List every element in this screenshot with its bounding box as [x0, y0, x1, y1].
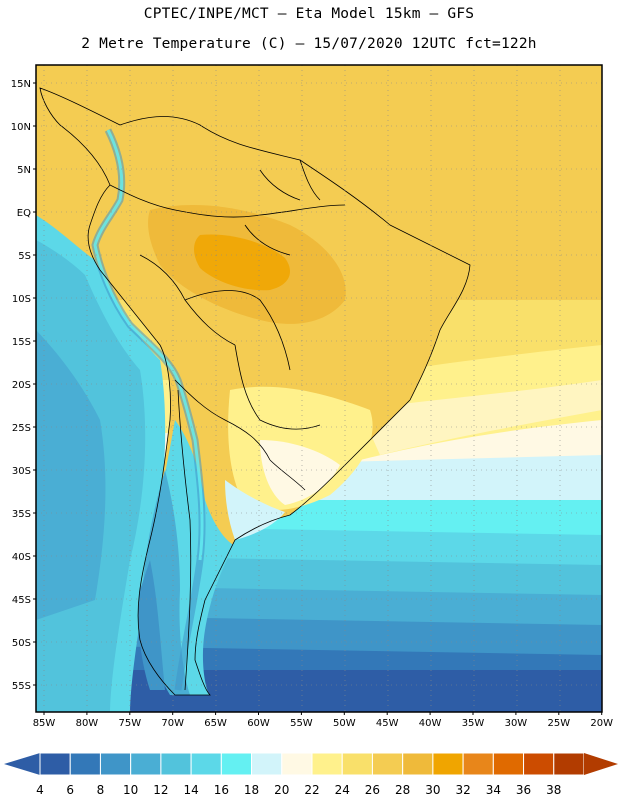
lat-label: 55S	[12, 681, 31, 692]
lat-label: 15N	[11, 79, 31, 90]
colorbar-label: 26	[365, 783, 380, 797]
lat-label: 15S	[12, 337, 31, 348]
lat-label: EQ	[17, 208, 31, 219]
lon-label: 65W	[204, 718, 227, 729]
colorbar-box	[553, 752, 585, 776]
lon-label: 55W	[290, 718, 313, 729]
colorbar-box	[523, 752, 555, 776]
colorbar-box	[492, 752, 525, 776]
lon-label: 30W	[505, 718, 528, 729]
colorbar-high-arrow	[584, 753, 618, 775]
lon-label: 35W	[462, 718, 485, 729]
lat-label: 45S	[12, 595, 31, 606]
colorbar-box	[220, 752, 253, 776]
lon-label: 80W	[76, 718, 99, 729]
lat-label: 10N	[11, 122, 31, 133]
colorbar-label: 20	[274, 783, 289, 797]
lat-label: 50S	[12, 638, 31, 649]
colorbar-box	[160, 752, 192, 776]
lat-label: 40S	[12, 552, 31, 563]
colorbar: 4 6 8 10 12 14 16 18 20 22 24 26 28 30 32 34 36 38	[4, 752, 618, 797]
colorbar-label: 4	[36, 783, 44, 797]
colorbar-label: 28	[395, 783, 410, 797]
colorbar-boxes	[39, 752, 585, 776]
lat-label: 10S	[12, 294, 31, 305]
lon-label: 75W	[118, 718, 141, 729]
colorbar-label: 10	[123, 783, 138, 797]
country-borders	[39, 87, 471, 696]
lat-label: 20S	[12, 380, 31, 391]
lon-label: 70W	[161, 718, 184, 729]
colorbar-label: 38	[546, 783, 561, 797]
lon-label: 25W	[547, 718, 570, 729]
colorbar-box	[281, 752, 313, 776]
lat-label: 5N	[17, 165, 31, 176]
map-title: CPTEC/INPE/MCT — Eta Model 15km — GFS	[143, 6, 475, 22]
lon-label: 85W	[33, 718, 56, 729]
colorbar-labels: 4 6 8 10 12 14 16 18 20 22 24 26 28 30 32 34 36 38	[36, 783, 561, 797]
colorbar-box	[311, 752, 343, 776]
colorbar-box	[39, 752, 71, 776]
colorbar-label: 34	[486, 783, 501, 797]
lat-label: 5S	[18, 251, 31, 262]
colorbar-box	[402, 752, 434, 776]
lon-label: 45W	[376, 718, 399, 729]
lon-label: 50W	[333, 718, 356, 729]
colorbar-box	[130, 752, 162, 776]
temperature-map: 15N 10N 5N EQ 5S 10S 15S 20S 25S 30S 35S 40S 45S 50S 5…	[11, 64, 613, 729]
colorbar-box	[69, 752, 101, 776]
lat-label: 25S	[12, 423, 31, 434]
colorbar-label: 30	[425, 783, 440, 797]
lat-label: 30S	[12, 466, 31, 477]
colorbar-box	[432, 752, 464, 776]
colorbar-label: 14	[183, 783, 198, 797]
longitude-axis: 85W 80W 75W 70W 65W 60W 55W 50W 45W 40W 35W 30W 25W 2…	[33, 712, 613, 729]
colorbar-label: 8	[97, 783, 105, 797]
colorbar-box	[251, 752, 283, 776]
map-frame	[35, 64, 603, 713]
colorbar-label: 36	[516, 783, 531, 797]
map-subtitle: 2 Metre Temperature (C) — 15/07/2020 12U…	[81, 36, 537, 52]
colorbar-label: 18	[244, 783, 259, 797]
lon-label: 40W	[419, 718, 442, 729]
colorbar-label: 22	[304, 783, 319, 797]
colorbar-label: 32	[455, 783, 470, 797]
lat-label: 35S	[12, 509, 31, 520]
latitude-axis: 15N 10N 5N EQ 5S 10S 15S 20S 25S 30S 35S 40S 45S 50S 5…	[11, 79, 36, 692]
lon-label: 60W	[247, 718, 270, 729]
colorbar-box	[190, 752, 222, 776]
colorbar-label: 6	[66, 783, 74, 797]
colorbar-box	[462, 752, 494, 776]
colorbar-box	[371, 752, 404, 776]
colorbar-label: 12	[153, 783, 168, 797]
colorbar-box	[99, 752, 132, 776]
lon-label: 20W	[590, 718, 613, 729]
colorbar-label: 16	[214, 783, 229, 797]
colorbar-label: 24	[335, 783, 350, 797]
colorbar-box	[341, 752, 373, 776]
colorbar-low-arrow	[4, 753, 40, 775]
map-field	[36, 65, 602, 712]
